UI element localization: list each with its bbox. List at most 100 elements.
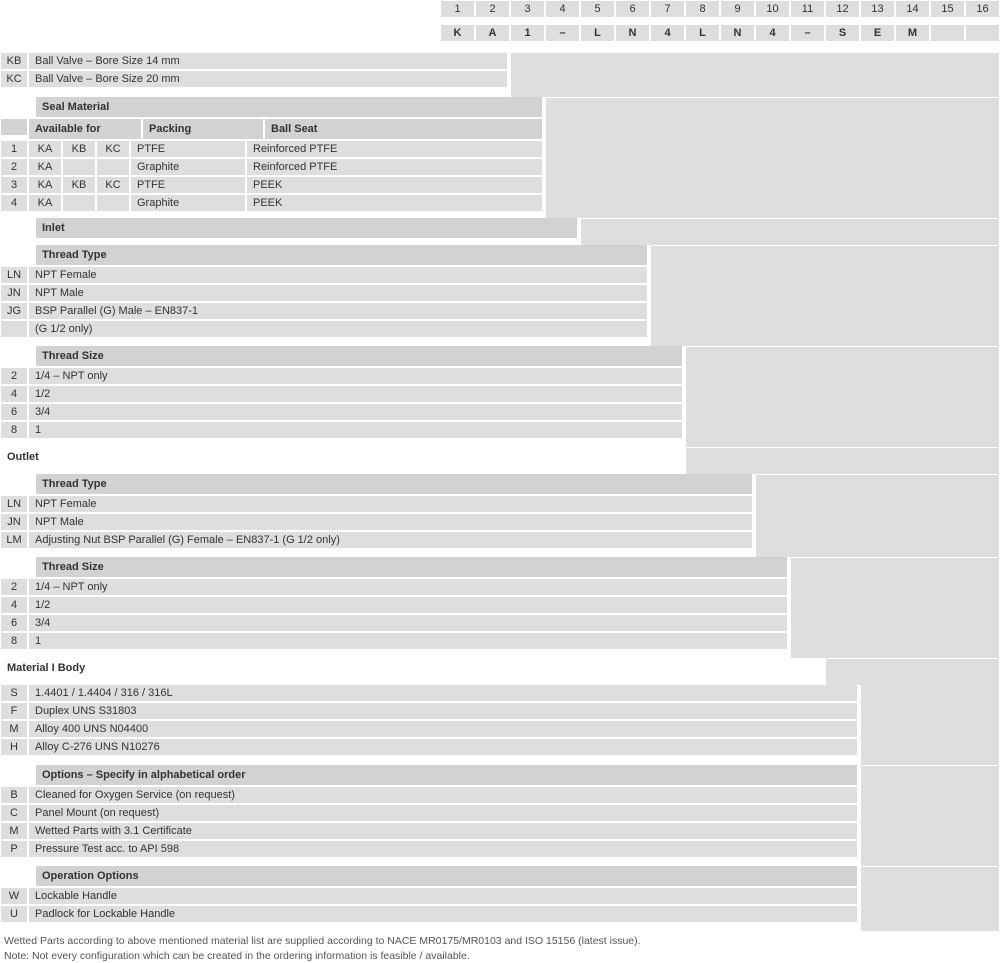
- section-subheader: Thread Type: [36, 474, 752, 494]
- row-text: 1: [29, 422, 682, 438]
- seal-avail: [63, 159, 95, 175]
- row-code: 4: [1, 597, 27, 613]
- material-text: Duplex UNS S31803: [29, 703, 857, 719]
- example-code-cell: M: [896, 25, 929, 41]
- position-number: 3: [511, 1, 544, 17]
- seal-avail: KA: [29, 141, 61, 157]
- seal-row-num: 3: [1, 177, 27, 193]
- material-text: Alloy C-276 UNS N10276: [29, 739, 857, 755]
- footnote: Note: Not every configuration which can …: [4, 949, 1000, 963]
- position-number: 1: [441, 1, 474, 17]
- position-number: 11: [791, 1, 824, 17]
- example-code-cell: [931, 25, 964, 41]
- position-number: 14: [896, 1, 929, 17]
- row-code: LM: [1, 532, 27, 548]
- section-header: Options – Specify in alphabetical order: [36, 765, 857, 785]
- position-number: 16: [966, 1, 999, 17]
- row-text: 1/2: [29, 597, 787, 613]
- row-code: 6: [1, 615, 27, 631]
- row-text: NPT Male: [29, 514, 752, 530]
- row-code: LN: [1, 267, 27, 283]
- row-text: Lockable Handle: [29, 888, 857, 904]
- seal-col-available: Available for: [29, 119, 141, 139]
- seal-row-num: 1: [1, 141, 27, 157]
- seal-avail: KB: [63, 177, 95, 193]
- position-number: 4: [546, 1, 579, 17]
- seal-avail: KC: [97, 177, 129, 193]
- outlet-header: Outlet: [1, 447, 682, 467]
- valve-code: KC: [1, 71, 27, 87]
- row-text: 3/4: [29, 615, 787, 631]
- position-number: 10: [756, 1, 789, 17]
- row-text2: (G 1/2 only): [29, 321, 647, 337]
- row-text: BSP Parallel (G) Male – EN837-1: [29, 303, 647, 319]
- position-number: 13: [861, 1, 894, 17]
- position-number: 5: [581, 1, 614, 17]
- seal-col-seat: Ball Seat: [265, 119, 542, 139]
- row-code: W: [1, 888, 27, 904]
- row-code: JN: [1, 285, 27, 301]
- position-number: 2: [476, 1, 509, 17]
- row-text: Adjusting Nut BSP Parallel (G) Female – …: [29, 532, 752, 548]
- example-code-cell: L: [581, 25, 614, 41]
- row-code: 8: [1, 633, 27, 649]
- row-code: U: [1, 906, 27, 922]
- material-header: Material I Body: [1, 658, 822, 678]
- example-code-cell: K: [441, 25, 474, 41]
- seal-seat: Reinforced PTFE: [247, 159, 542, 175]
- row-code: C: [1, 805, 27, 821]
- row-code: JN: [1, 514, 27, 530]
- example-code-cell: [966, 25, 999, 41]
- example-code-cell: 4: [651, 25, 684, 41]
- material-text: Alloy 400 UNS N04400: [29, 721, 857, 737]
- section-header: Operation Options: [36, 866, 857, 886]
- position-number: 15: [931, 1, 964, 17]
- row-code: 8: [1, 422, 27, 438]
- seal-row-num: 2: [1, 159, 27, 175]
- seal-avail: [97, 159, 129, 175]
- seal-avail: KA: [29, 195, 61, 211]
- material-code: S: [1, 685, 27, 701]
- valve-desc: Ball Valve – Bore Size 20 mm: [29, 71, 507, 87]
- row-text: Pressure Test acc. to API 598: [29, 841, 857, 857]
- row-text: Cleaned for Oxygen Service (on request): [29, 787, 857, 803]
- example-code-cell: S: [826, 25, 859, 41]
- material-code: F: [1, 703, 27, 719]
- blank: [1, 119, 27, 135]
- material-text: 1.4401 / 1.4404 / 316 / 316L: [29, 685, 857, 701]
- example-code-cell: E: [861, 25, 894, 41]
- example-code-cell: A: [476, 25, 509, 41]
- seal-packing: Graphite: [131, 159, 245, 175]
- row-text: NPT Female: [29, 267, 647, 283]
- row-text: 1/2: [29, 386, 682, 402]
- seal-avail: [63, 195, 95, 211]
- position-number: 9: [721, 1, 754, 17]
- example-code-cell: 4: [756, 25, 789, 41]
- footnote: Wetted Parts according to above mentione…: [4, 934, 1000, 949]
- seal-seat: PEEK: [247, 177, 542, 193]
- example-code-cell: L: [686, 25, 719, 41]
- position-number: 8: [686, 1, 719, 17]
- row-code: LN: [1, 496, 27, 512]
- example-code-cell: N: [721, 25, 754, 41]
- seal-row-num: 4: [1, 195, 27, 211]
- section-subheader: Thread Size: [36, 557, 787, 577]
- material-code: M: [1, 721, 27, 737]
- row-text: Panel Mount (on request): [29, 805, 857, 821]
- row-text: 1/4 – NPT only: [29, 579, 787, 595]
- seal-col-packing: Packing: [143, 119, 263, 139]
- row-code: 2: [1, 579, 27, 595]
- row-code: M: [1, 823, 27, 839]
- seal-header: Seal Material: [36, 97, 542, 117]
- row-text: 1/4 – NPT only: [29, 368, 682, 384]
- row-text: Padlock for Lockable Handle: [29, 906, 857, 922]
- seal-avail: KA: [29, 177, 61, 193]
- row-code: 2: [1, 368, 27, 384]
- seal-avail: [97, 195, 129, 211]
- row-text: 3/4: [29, 404, 682, 420]
- row-text: NPT Female: [29, 496, 752, 512]
- row-text: Wetted Parts with 3.1 Certificate: [29, 823, 857, 839]
- inlet-header: Inlet: [36, 218, 577, 238]
- position-number: 7: [651, 1, 684, 17]
- seal-packing: PTFE: [131, 177, 245, 193]
